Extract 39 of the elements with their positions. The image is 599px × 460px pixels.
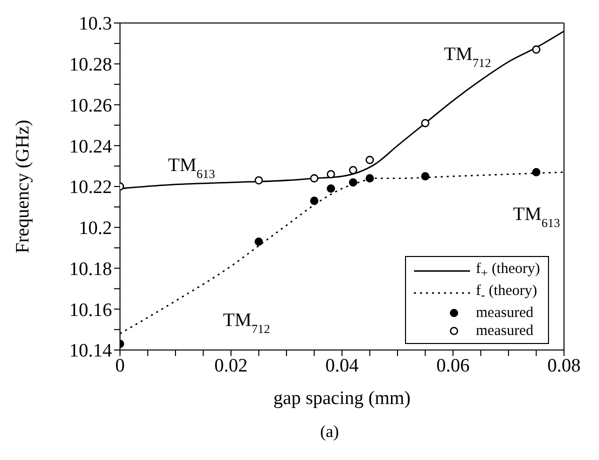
text: (a) xyxy=(319,422,340,442)
annotation: TM$_{712}$ xyxy=(444,44,492,70)
annotation: TM$_{613}$ xyxy=(168,155,216,181)
x-tick-label: 0 xyxy=(115,355,125,376)
y-tick-label: 10.3 xyxy=(78,14,112,35)
y-tick-label: 10.14 xyxy=(69,340,112,362)
legend-label: measured xyxy=(476,322,534,340)
point xyxy=(254,238,263,246)
point xyxy=(421,118,430,128)
annotation: TM$_{712}$ xyxy=(223,310,270,336)
x-tick-label: 0.08 xyxy=(547,355,581,376)
point xyxy=(532,45,540,54)
y-tick-label: 10.16 xyxy=(69,300,112,321)
y-tick-label: 10.22 xyxy=(69,177,112,198)
y-tick-label: 10.26 xyxy=(69,95,112,116)
x-axis-title: gap spacing (mm) xyxy=(273,388,411,409)
point xyxy=(310,174,318,182)
x-tick-label: 0.04 xyxy=(325,355,360,376)
point xyxy=(326,170,336,178)
point xyxy=(421,172,430,180)
point xyxy=(532,168,540,176)
annotation: TM$_{613}$ xyxy=(513,204,560,230)
point xyxy=(366,174,374,182)
legend-label: measured xyxy=(476,304,534,322)
x-tick-label: 0.06 xyxy=(436,355,470,376)
y-tick-label: 10.24 xyxy=(69,136,112,158)
y-tick-label: 10.28 xyxy=(69,54,112,76)
point xyxy=(254,176,263,185)
point xyxy=(348,178,358,187)
y-tick-label: 10.2 xyxy=(78,218,112,240)
point xyxy=(326,184,336,193)
y-tick-label: 10.18 xyxy=(69,258,112,280)
x-tick-label: 0.02 xyxy=(214,355,248,376)
y-axis-title: Frequency (GHz) xyxy=(12,120,34,254)
legend-label: f$_{+}$ (theory) xyxy=(476,260,540,282)
point xyxy=(366,156,374,164)
point xyxy=(310,196,318,205)
point xyxy=(348,166,358,174)
legend-label: f$_{-}$ (theory) xyxy=(476,282,538,304)
